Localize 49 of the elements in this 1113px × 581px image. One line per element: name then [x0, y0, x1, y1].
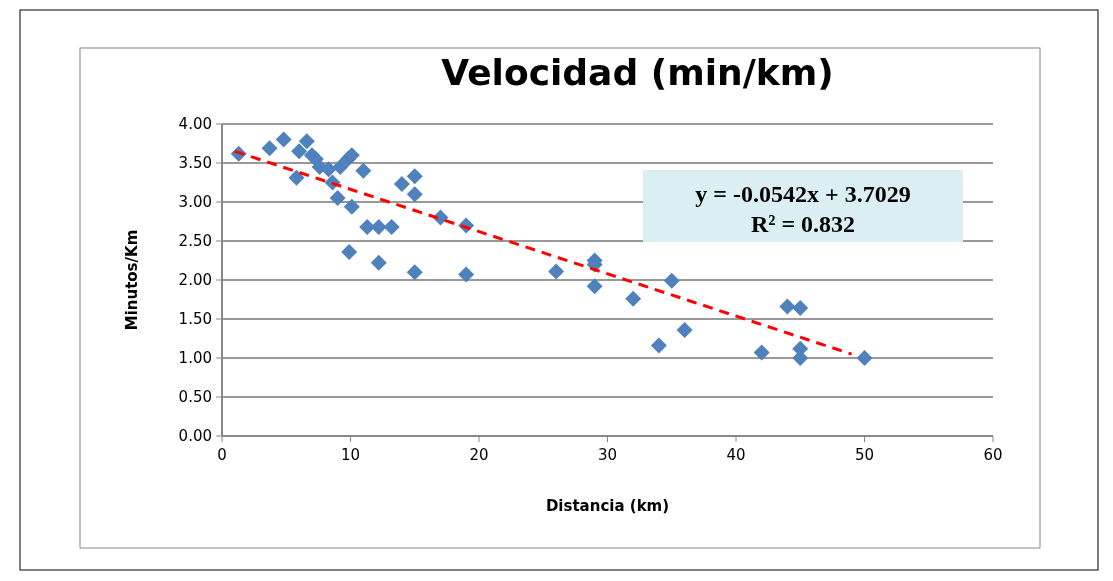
y-tick-label: 2.50 [178, 232, 212, 251]
point [383, 218, 400, 235]
y-tick-label: 0.50 [178, 388, 212, 407]
point [548, 263, 565, 280]
point [676, 321, 693, 338]
point [341, 243, 358, 260]
point [406, 186, 423, 203]
point [298, 133, 315, 150]
x-tick-label: 40 [726, 446, 746, 464]
point [332, 158, 349, 175]
y-axis-title: Minutos/Km [123, 229, 141, 331]
point [261, 140, 278, 157]
y-tick-label: 1.50 [178, 310, 212, 329]
x-tick-label: 0 [217, 446, 227, 464]
chart-title: Velocidad (min/km) [441, 52, 834, 93]
y-tick-label: 4.00 [178, 115, 212, 134]
x-tick-label: 50 [854, 446, 875, 464]
point [406, 264, 423, 281]
y-tick-label: 3.00 [178, 193, 212, 212]
point [288, 169, 305, 186]
y-tick-label: 1.00 [178, 349, 212, 368]
point [343, 198, 360, 215]
x-axis-title: Distancia (km) [545, 497, 670, 515]
point [406, 168, 423, 185]
y-tick-label: 2.00 [178, 271, 212, 290]
point [625, 290, 642, 307]
point [291, 143, 308, 160]
point [329, 190, 346, 207]
point [663, 272, 680, 289]
point [370, 254, 387, 271]
x-tick-label: 10 [340, 446, 361, 464]
y-tick-label: 3.50 [178, 154, 212, 173]
point [343, 147, 360, 164]
x-tick-label: 20 [469, 446, 489, 464]
annotation: y = -0.0542x + 3.7029 [695, 181, 911, 207]
point [779, 298, 796, 315]
x-tick-label: 60 [983, 446, 1003, 464]
point [393, 176, 410, 193]
point [275, 131, 292, 148]
y-tick-label: 0.00 [178, 427, 212, 446]
x-tick-label: 30 [597, 446, 618, 464]
point [856, 350, 873, 366]
point [458, 266, 475, 283]
point [792, 300, 809, 317]
point [586, 278, 603, 295]
point [650, 337, 667, 354]
annotation: R² = 0.832 [750, 211, 856, 237]
point [355, 162, 372, 179]
point [753, 344, 770, 361]
